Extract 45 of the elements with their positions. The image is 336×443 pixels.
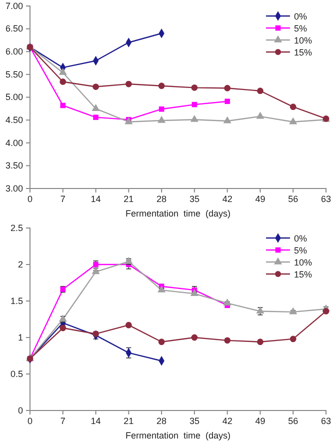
x-tick-label: 49 bbox=[255, 194, 266, 204]
y-tick-label: 3.00 bbox=[5, 183, 23, 194]
y-tick-label: 5.00 bbox=[5, 92, 23, 102]
legend-label: 5% bbox=[294, 24, 308, 34]
y-tick-label: 6.00 bbox=[5, 46, 23, 57]
y-tick-label: 2 bbox=[18, 258, 23, 269]
legend-label: 15% bbox=[294, 269, 312, 279]
x-tick-label: 14 bbox=[90, 194, 101, 204]
x-tick-label: 63 bbox=[320, 415, 332, 426]
x-axis-title: Fermentation time (days) bbox=[125, 430, 231, 440]
x-tick-label: 14 bbox=[90, 415, 101, 426]
y-tick-label: 1.5 bbox=[10, 295, 23, 306]
x-tick-label: 28 bbox=[156, 194, 167, 204]
y-tick-label: 0 bbox=[18, 404, 23, 415]
x-tick-label: 28 bbox=[156, 415, 167, 426]
legend-label: 0% bbox=[294, 233, 308, 243]
x-tick-label: 42 bbox=[222, 194, 232, 204]
x-tick-label: 42 bbox=[222, 415, 232, 426]
legend-label: 10% bbox=[294, 257, 312, 267]
x-tick-label: 56 bbox=[288, 415, 298, 426]
y-tick-label: 0.5 bbox=[10, 368, 23, 378]
y-tick-label: 5.50 bbox=[5, 69, 23, 80]
x-tick-label: 0 bbox=[27, 415, 33, 426]
x-tick-label: 21 bbox=[124, 415, 134, 426]
y-tick-label: 6.50 bbox=[5, 24, 23, 34]
x-tick-label: 56 bbox=[288, 194, 298, 204]
y-tick-label: 3.50 bbox=[5, 160, 23, 171]
x-tick-label: 21 bbox=[124, 194, 134, 204]
y-tick-label: 7.00 bbox=[5, 0, 23, 11]
x-tick-label: 63 bbox=[320, 194, 332, 204]
y-tick-label: 4.50 bbox=[5, 114, 23, 125]
x-tick-label: 35 bbox=[189, 415, 200, 426]
x-tick-label: 7 bbox=[60, 415, 66, 426]
legend-label: 5% bbox=[294, 245, 308, 255]
legend-label: 15% bbox=[294, 48, 312, 58]
y-tick-label: 1 bbox=[18, 332, 23, 342]
legend-label: 10% bbox=[294, 36, 312, 46]
x-tick-label: 0 bbox=[27, 194, 33, 204]
x-axis-title: Fermentation time (days) bbox=[125, 208, 231, 218]
x-tick-label: 35 bbox=[189, 194, 200, 204]
x-tick-label: 49 bbox=[255, 415, 266, 426]
x-tick-label: 7 bbox=[60, 194, 66, 204]
y-tick-label: 4.00 bbox=[5, 138, 23, 148]
y-tick-label: 2.5 bbox=[10, 222, 23, 232]
legend-label: 0% bbox=[294, 12, 308, 22]
